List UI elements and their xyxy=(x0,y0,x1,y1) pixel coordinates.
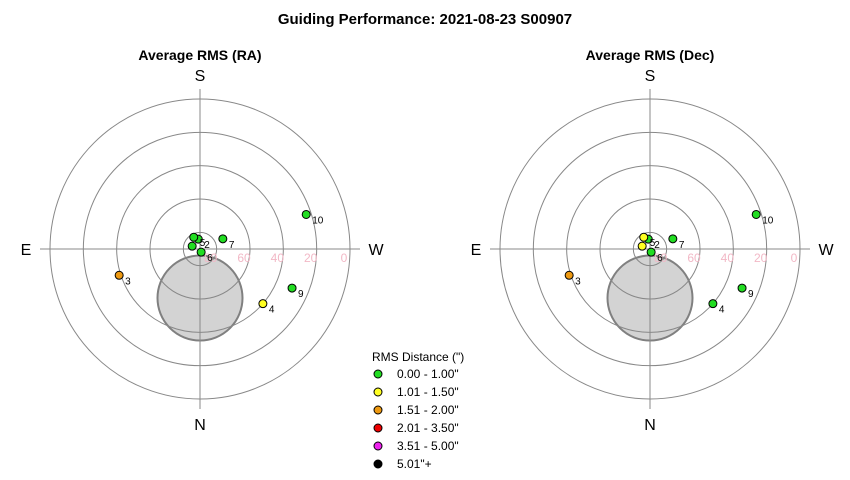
radial-tick-label: 0 xyxy=(341,251,348,265)
legend-marker xyxy=(373,369,383,379)
legend-marker xyxy=(373,387,383,397)
target-point-4 xyxy=(258,299,268,309)
radial-tick-label: 80 xyxy=(654,251,668,265)
target-point-5 xyxy=(639,232,649,242)
radial-tick-label: 40 xyxy=(271,251,285,265)
target-point-1 xyxy=(187,241,197,251)
target-label-6: 6 xyxy=(207,253,213,264)
target-label-2: 2 xyxy=(654,240,660,251)
radial-tick-label: 60 xyxy=(687,251,701,265)
target-label-7: 7 xyxy=(229,240,235,251)
direction-label-left: E xyxy=(471,242,482,259)
target-point-7 xyxy=(668,234,678,244)
target-label-2: 2 xyxy=(204,240,210,251)
direction-label-left: E xyxy=(21,242,32,259)
target-point-3 xyxy=(564,270,574,280)
target-point-4 xyxy=(708,299,718,309)
direction-label-bottom: N xyxy=(194,417,206,434)
legend-item-label: 5.01"+ xyxy=(397,457,432,471)
direction-label-top: S xyxy=(195,68,206,85)
legend-item-label: 3.51 - 5.00" xyxy=(397,439,459,453)
target-point-6 xyxy=(646,247,656,257)
plot-title-dec: Average RMS (Dec) xyxy=(586,47,715,63)
target-label-10: 10 xyxy=(312,215,324,226)
plot-title-ra: Average RMS (RA) xyxy=(138,47,261,63)
polar-plot-dec: Average RMS (Dec) 806040200SNEW123456791… xyxy=(471,47,835,434)
radial-tick-label: 20 xyxy=(304,251,318,265)
target-point-10 xyxy=(301,209,311,219)
legend-marker xyxy=(373,405,383,415)
radial-tick-label: 20 xyxy=(754,251,768,265)
target-label-10: 10 xyxy=(762,215,774,226)
target-point-7 xyxy=(218,234,228,244)
legend-item-label: 1.01 - 1.50" xyxy=(397,385,459,399)
target-point-1 xyxy=(637,241,647,251)
radial-tick-label: 0 xyxy=(791,251,798,265)
legend-item-label: 2.01 - 3.50" xyxy=(397,421,459,435)
target-label-3: 3 xyxy=(125,276,131,287)
legend-marker xyxy=(373,423,383,433)
target-label-9: 9 xyxy=(748,289,754,300)
target-point-9 xyxy=(737,283,747,293)
target-point-9 xyxy=(287,283,297,293)
radial-tick-label: 40 xyxy=(721,251,735,265)
direction-label-top: S xyxy=(645,68,656,85)
direction-label-right: W xyxy=(818,242,834,259)
target-label-5: 5 xyxy=(200,238,206,249)
direction-label-bottom: N xyxy=(644,417,656,434)
legend-marker xyxy=(373,441,383,451)
target-point-3 xyxy=(114,270,124,280)
target-label-3: 3 xyxy=(575,276,581,287)
target-point-5 xyxy=(189,232,199,242)
legend-title: RMS Distance (") xyxy=(372,350,464,364)
target-label-4: 4 xyxy=(719,305,725,316)
target-point-10 xyxy=(751,209,761,219)
legend-item-label: 0.00 - 1.00" xyxy=(397,367,459,381)
legend: RMS Distance (") 0.00 - 1.00" 1.01 - 1.50… xyxy=(372,350,464,471)
figure-title: Guiding Performance: 2021-08-23 S00907 xyxy=(278,11,572,28)
target-point-6 xyxy=(196,247,206,257)
legend-marker xyxy=(373,459,383,469)
radial-tick-label: 80 xyxy=(204,251,218,265)
target-label-7: 7 xyxy=(679,240,685,251)
target-label-6: 6 xyxy=(657,253,663,264)
legend-item-label: 1.51 - 2.00" xyxy=(397,403,459,417)
target-label-5: 5 xyxy=(650,238,656,249)
direction-label-right: W xyxy=(368,242,384,259)
polar-plot-ra: Average RMS (RA) 806040200SNEW1234567910 xyxy=(21,47,385,434)
target-label-9: 9 xyxy=(298,289,304,300)
target-label-4: 4 xyxy=(269,305,275,316)
radial-tick-label: 60 xyxy=(237,251,251,265)
